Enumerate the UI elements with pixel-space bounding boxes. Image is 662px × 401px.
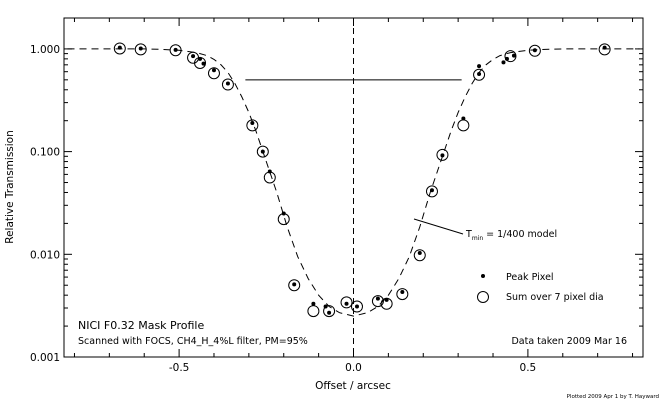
plot-credit: Plotted 2009 Apr 1 by T. Hayward (567, 394, 659, 400)
legend-peak-pixel-marker (481, 274, 485, 278)
sum-7px-point (413, 249, 426, 262)
peak-pixel-point (477, 71, 482, 76)
sum-7px-point (288, 279, 301, 292)
sum-7px-point (425, 185, 438, 198)
peak-pixel-point (440, 153, 445, 158)
sum-7px-point (598, 43, 611, 56)
sum-7px-point (194, 56, 207, 69)
model-annotation-suffix: = 1/400 model (483, 229, 557, 240)
peak-pixel-point (311, 301, 316, 306)
peak-pixel-point (344, 301, 349, 306)
y-axis-title: Relative Transmission (4, 130, 16, 244)
peak-pixel-point (501, 60, 506, 65)
sum-7px-point (169, 44, 182, 57)
sum-7px-point (246, 119, 259, 132)
model-annotation-pointer (413, 218, 464, 235)
sum-7px-point (473, 68, 486, 81)
y-tick-label: 0.010 (30, 249, 60, 261)
peak-pixel-point (417, 250, 422, 255)
sum-7px-point (134, 43, 147, 56)
model-curve-group (67, 48, 640, 317)
reference-lines (245, 18, 462, 357)
sum-7px-point (277, 213, 290, 226)
sum-7px-point (504, 50, 517, 63)
model-annotation: Tmin = 1/400 model (465, 229, 557, 242)
peak-pixel-point (292, 282, 297, 287)
legend-peak-pixel-label: Peak Pixel (506, 272, 554, 283)
peak-pixel-point (384, 297, 389, 302)
model-annotation-subscript: min (472, 235, 484, 242)
sum-7px-point (207, 67, 220, 80)
y-tick-label: 0.100 (30, 147, 60, 159)
peak-pixel-point (354, 304, 359, 309)
x-tick-label: -0.5 (169, 362, 190, 374)
sum-7px-point (528, 44, 541, 57)
peak-pixel-point (477, 64, 482, 69)
model-curve (67, 48, 640, 317)
sum-7px-point (371, 295, 384, 308)
peak-pixel-point (250, 120, 255, 125)
model-annotation-prefix: T (465, 229, 472, 240)
data-date-note: Data taken 2009 Mar 16 (511, 336, 627, 347)
peak-pixel-point (191, 54, 196, 59)
x-tick-label: 0.5 (520, 362, 537, 374)
sum-7px-point (307, 305, 320, 318)
y-tick-label: 0.001 (30, 352, 60, 364)
sum-7px-point (457, 119, 470, 132)
peak-pixel-point (117, 45, 122, 50)
legend-sum-marker (477, 291, 489, 303)
chart-title: NICI F0.32 Mask Profile (78, 319, 204, 332)
peak-pixel-point (225, 81, 230, 86)
y-tick-label: 1.000 (30, 44, 60, 56)
sum-7px-point (263, 171, 276, 184)
peak-pixel-point (532, 48, 537, 53)
x-axis-title: Offset / arcsec (315, 380, 391, 392)
legend-sum-label: Sum over 7 pixel dia (506, 292, 604, 303)
sum-7px-point (256, 145, 269, 158)
sum-7px-point (221, 78, 234, 91)
peak-pixel-point (511, 53, 516, 58)
peak-pixel-point (173, 47, 178, 52)
sum-7px-point (380, 297, 393, 310)
peak-pixel-point (327, 310, 332, 315)
x-tick-label: 0.0 (345, 362, 362, 374)
axis-ticks: -0.5 0.0 0.5 1.000 0.100 0.010 0.001 (30, 17, 643, 374)
sum-7px-point (350, 300, 363, 313)
peak-pixel-point (260, 149, 265, 154)
sum-7px-point (396, 288, 409, 301)
sum-7px-point (113, 42, 126, 55)
peak-pixel-point (429, 188, 434, 193)
peak-pixel-point (400, 289, 405, 294)
chart-subtitle: Scanned with FOCS, CH4_H_4%L filter, PM=… (78, 336, 308, 347)
peak-pixel-point (602, 45, 607, 50)
legend: Peak Pixel Sum over 7 pixel dia (477, 272, 604, 303)
peak-pixel-point (211, 68, 216, 73)
sum-7px-point (323, 305, 336, 318)
peak-pixel-point (375, 296, 380, 301)
peak-pixel-point (138, 46, 143, 51)
peak-pixel-point (201, 61, 206, 66)
data-points (113, 42, 611, 318)
sum-7px-point (340, 296, 353, 309)
sum-7px-point (436, 148, 449, 161)
